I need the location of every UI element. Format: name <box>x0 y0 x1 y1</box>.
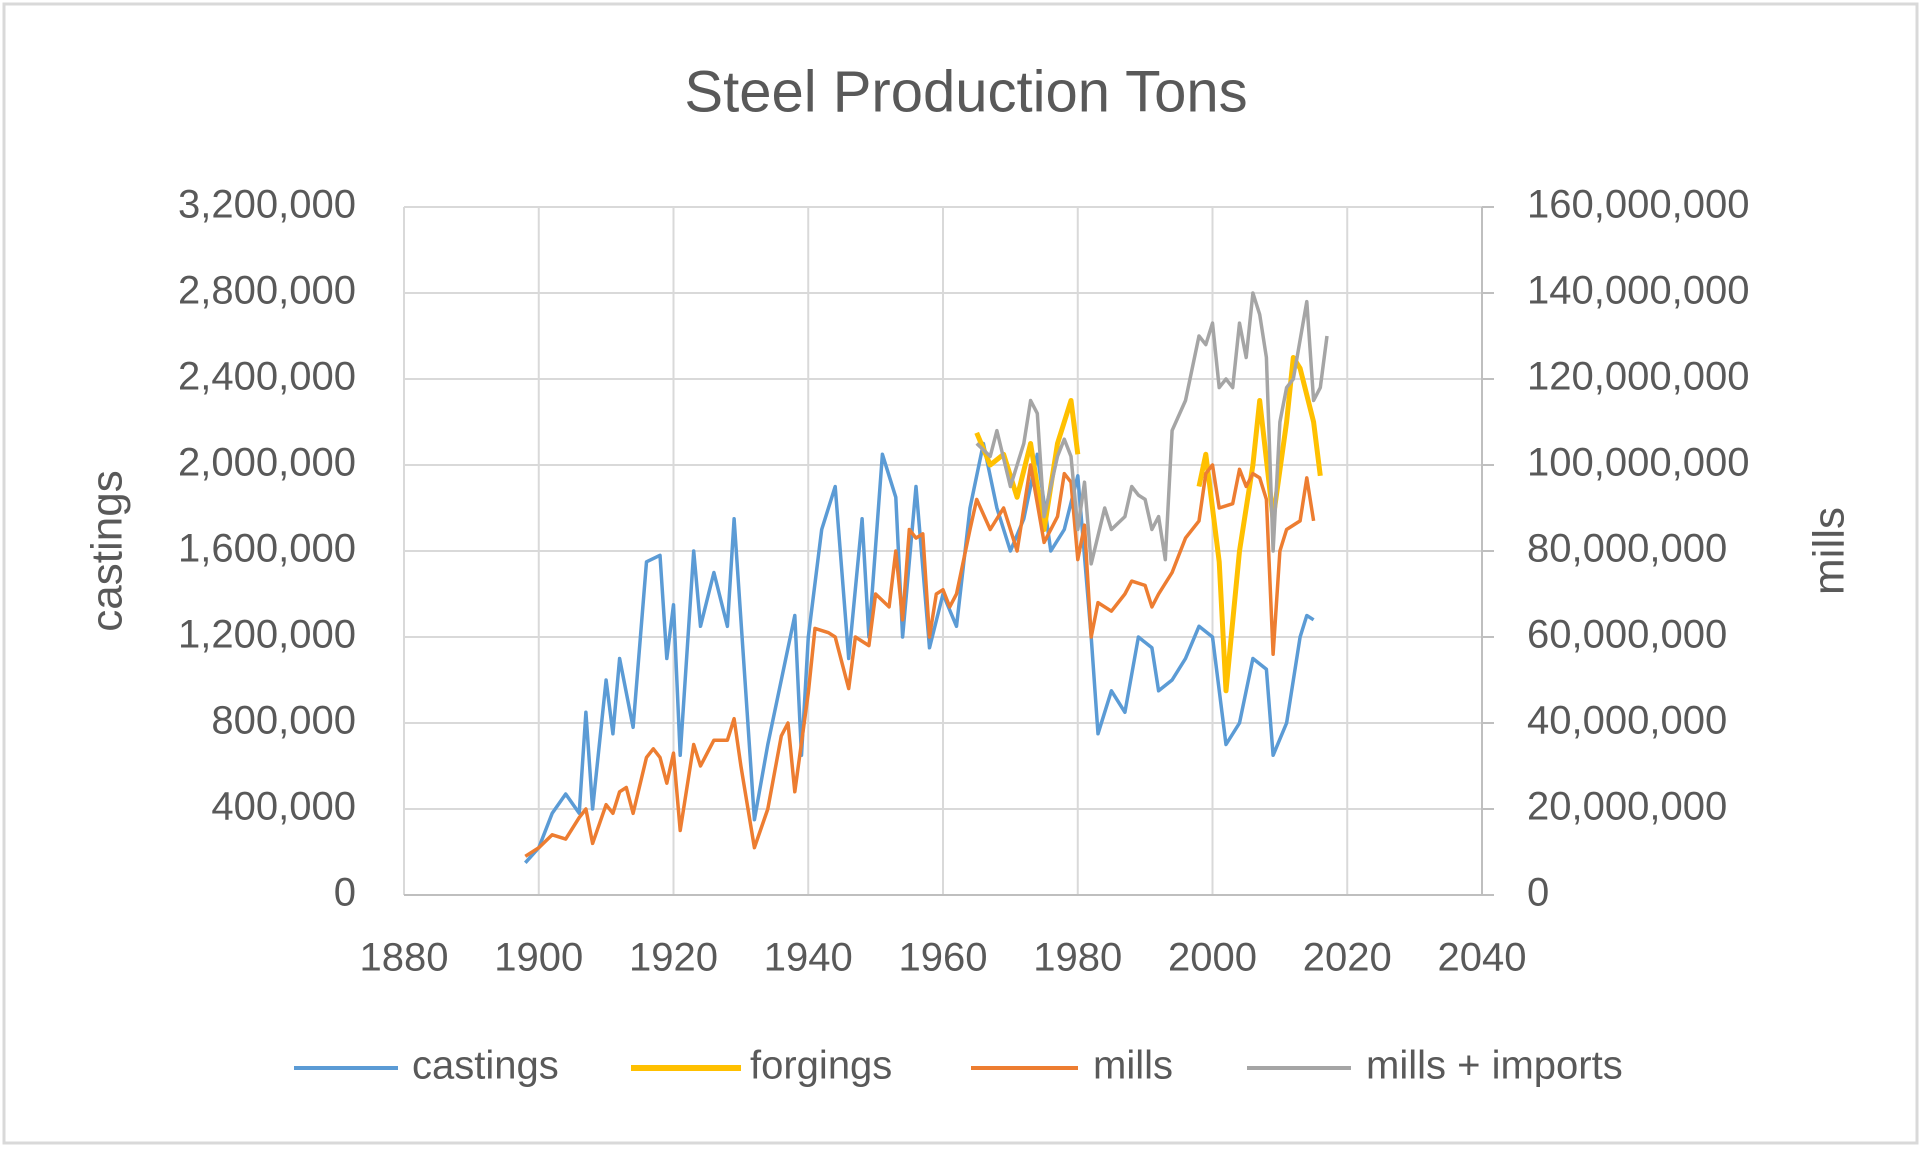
y-tick-label: 1,600,000 <box>178 527 356 571</box>
y-tick-label: 3,200,000 <box>178 183 356 227</box>
y2-tick-label: 160,000,000 <box>1527 183 1749 227</box>
y2-tick-label: 140,000,000 <box>1527 269 1749 313</box>
series-line <box>524 463 1316 858</box>
y-tick-label: 0 <box>334 871 356 915</box>
x-tick-label: 2000 <box>1168 936 1257 980</box>
y-tick-label: 2,800,000 <box>178 269 356 313</box>
y2-axis-title: mills <box>1805 507 1854 595</box>
y2-tick-label: 0 <box>1527 871 1549 915</box>
y2-tick-label: 80,000,000 <box>1527 527 1727 571</box>
x-tick-label: 1920 <box>629 936 718 980</box>
series-line <box>975 291 1329 566</box>
x-tick-label: 1960 <box>899 936 988 980</box>
y2-tick-label: 120,000,000 <box>1527 355 1749 399</box>
y-tick-label: 2,000,000 <box>178 441 356 485</box>
x-tick-label: 1940 <box>764 936 853 980</box>
y2-tick-label: 60,000,000 <box>1527 613 1727 657</box>
y-tick-label: 400,000 <box>211 785 356 829</box>
legend-label: castings <box>412 1044 559 1088</box>
y2-tick-label: 40,000,000 <box>1527 699 1727 743</box>
chart-title: Steel Production Tons <box>684 59 1247 124</box>
y-axis-title: castings <box>83 470 132 631</box>
legend-label: mills + imports <box>1366 1044 1623 1088</box>
y2-tick-label: 100,000,000 <box>1527 441 1749 485</box>
legend-label: mills <box>1093 1044 1173 1088</box>
x-tick-label: 1900 <box>494 936 583 980</box>
series-line <box>523 441 1315 864</box>
x-tick-label: 1980 <box>1033 936 1122 980</box>
legend-label: forgings <box>750 1044 892 1088</box>
x-tick-label: 2040 <box>1438 936 1527 980</box>
x-tick-label: 1880 <box>360 936 449 980</box>
y-tick-label: 800,000 <box>211 699 356 743</box>
y-tick-label: 1,200,000 <box>178 613 356 657</box>
series-line <box>974 355 1323 694</box>
x-tick-label: 2020 <box>1303 936 1392 980</box>
y-tick-label: 2,400,000 <box>178 355 356 399</box>
y2-tick-label: 20,000,000 <box>1527 785 1727 829</box>
